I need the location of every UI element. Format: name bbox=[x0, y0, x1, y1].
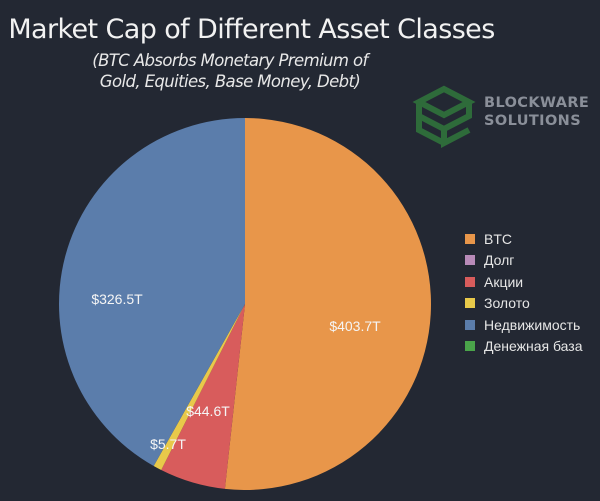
logo-line-2: SOLUTIONS bbox=[484, 113, 582, 129]
slice-value-label: $326.5T bbox=[91, 291, 143, 307]
legend-item: Денежная база bbox=[465, 336, 583, 358]
legend: BTC Долг Акции Золото Недвижимость Денежная б… bbox=[465, 228, 583, 357]
slice-value-label: $44.6T bbox=[186, 403, 230, 419]
subtitle-line-1: (BTC Absorbs Monetary Premium of bbox=[92, 51, 368, 70]
chart-title: Market Cap of Different Asset Classes bbox=[8, 14, 495, 45]
pie-slice bbox=[59, 118, 246, 467]
slice-value-label: $403.7T bbox=[329, 318, 381, 334]
legend-label: Акции bbox=[484, 273, 524, 290]
subtitle-line-2: Gold, Equities, Base Money, Debt) bbox=[99, 72, 361, 91]
legend-label: BTC bbox=[484, 230, 512, 247]
cube-logo-icon bbox=[412, 85, 476, 148]
pie-slice bbox=[153, 304, 245, 471]
slice-value-label: $5.7T bbox=[150, 436, 186, 452]
legend-label: Недвижимость bbox=[484, 316, 581, 333]
legend-item: Недвижимость bbox=[465, 314, 583, 336]
chart-subtitle: (BTC Absorbs Monetary Premium of Gold, E… bbox=[80, 50, 380, 92]
legend-item: Золото bbox=[465, 293, 583, 315]
pie-slice bbox=[161, 304, 245, 489]
pie-slice bbox=[224, 118, 432, 490]
legend-label: Долг bbox=[484, 252, 515, 269]
legend-swatch bbox=[465, 319, 475, 330]
legend-label: Денежная база bbox=[484, 338, 583, 355]
logo-text: BLOCKWARE SOLUTIONS bbox=[484, 94, 589, 130]
legend-label: Золото bbox=[484, 295, 530, 312]
legend-item: BTC bbox=[465, 228, 583, 250]
blockware-logo: BLOCKWARE SOLUTIONS bbox=[412, 84, 592, 148]
legend-swatch bbox=[465, 233, 475, 244]
legend-swatch bbox=[465, 341, 475, 352]
legend-swatch bbox=[465, 255, 475, 266]
legend-item: Акции bbox=[465, 271, 583, 293]
legend-swatch bbox=[465, 298, 475, 309]
logo-line-1: BLOCKWARE bbox=[484, 95, 590, 111]
legend-item: Долг bbox=[465, 250, 583, 272]
legend-swatch bbox=[465, 276, 475, 287]
